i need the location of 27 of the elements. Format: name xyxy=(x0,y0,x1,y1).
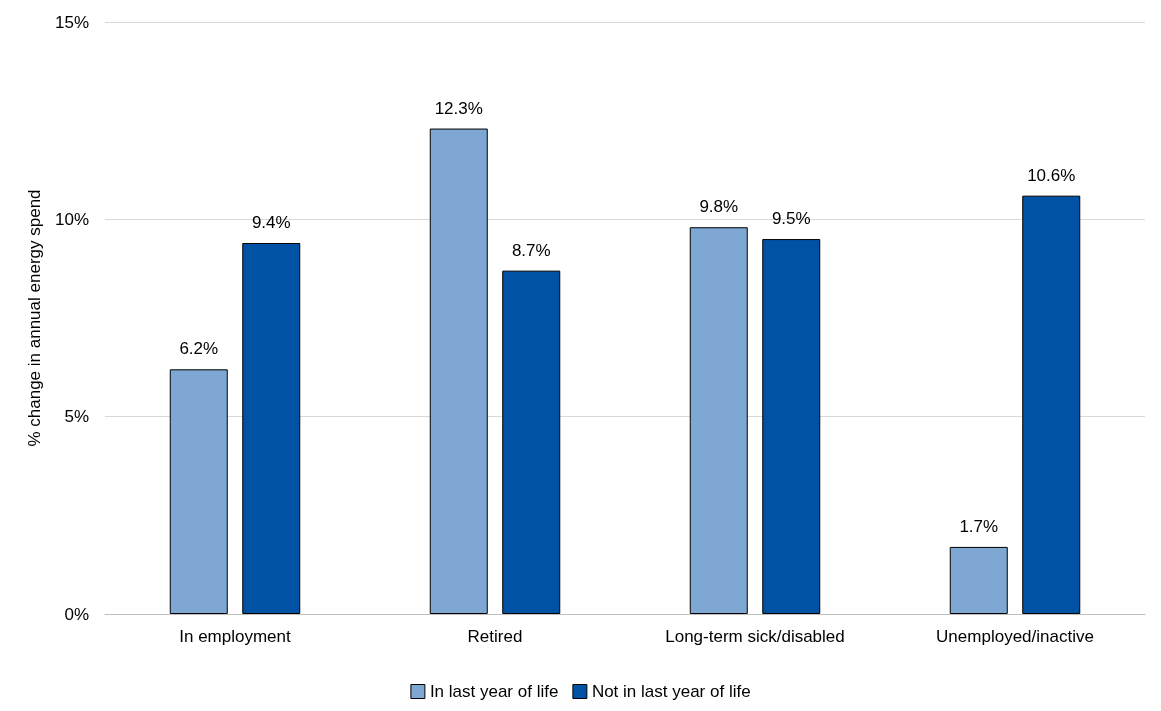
bar xyxy=(242,243,301,614)
data-label: 6.2% xyxy=(179,339,219,359)
bar xyxy=(949,546,1008,614)
x-tick-label: Retired xyxy=(467,627,523,646)
data-label: 9.8% xyxy=(699,197,739,217)
bar xyxy=(762,239,821,614)
bar xyxy=(689,227,748,614)
data-label: 9.4% xyxy=(251,213,291,233)
x-tick-label: Unemployed/inactive xyxy=(936,627,1094,646)
data-label: 1.7% xyxy=(959,516,999,536)
y-tick-label: 15% xyxy=(54,12,89,32)
x-tick-label: Long-term sick/disabled xyxy=(665,627,845,646)
y-axis-title: % change in annual energy spend xyxy=(25,189,44,447)
data-label: 10.6% xyxy=(1027,165,1076,185)
legend-label: In last year of life xyxy=(429,682,559,701)
x-tick-label: In employment xyxy=(179,627,292,646)
y-tick-label: 0% xyxy=(64,604,89,624)
bar xyxy=(429,128,488,614)
y-tick-label: 5% xyxy=(64,407,89,427)
data-label: 9.5% xyxy=(771,209,811,229)
bar xyxy=(169,369,228,614)
bar xyxy=(502,270,561,614)
legend-label: Not in last year of life xyxy=(591,682,751,701)
data-label: 12.3% xyxy=(434,98,483,118)
bar xyxy=(1022,195,1081,614)
y-tick-label: 10% xyxy=(54,209,89,229)
data-label: 8.7% xyxy=(511,240,551,260)
